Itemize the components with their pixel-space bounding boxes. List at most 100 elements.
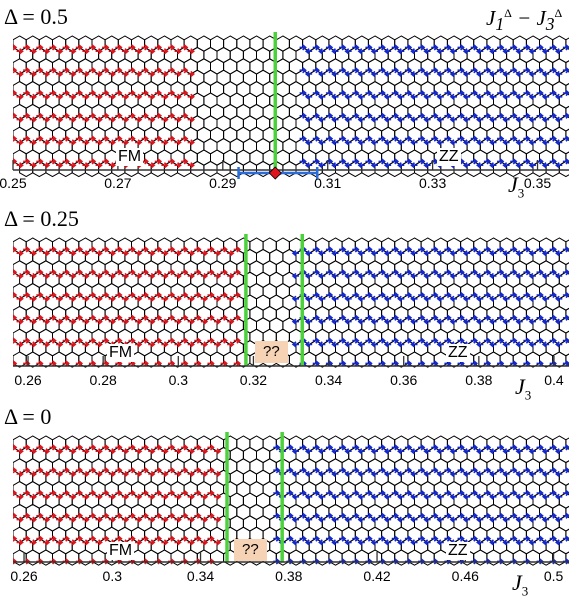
spin-arrow	[391, 135, 399, 142]
spin-arrow	[174, 250, 182, 257]
spin-arrow	[418, 269, 426, 276]
spin-arrow	[431, 444, 439, 451]
spin-arrow	[36, 89, 44, 97]
panel-1-bonds	[12, 35, 580, 178]
spin-arrow	[555, 516, 563, 523]
spin-arrow	[135, 318, 143, 325]
spin-arrow	[444, 489, 452, 497]
spin-arrow	[154, 269, 163, 276]
spin-arrow	[470, 112, 478, 119]
spin-arrow	[181, 291, 189, 299]
panel-2-tick-label: 0.36	[390, 372, 417, 388]
spin-arrow	[436, 70, 444, 78]
spin-arrow	[115, 135, 123, 142]
spin-arrow	[318, 272, 326, 280]
spin-arrow	[304, 539, 313, 546]
spin-arrow	[88, 135, 97, 142]
spin-arrow	[483, 291, 492, 299]
spin-arrow	[62, 444, 70, 451]
spin-arrow	[352, 489, 360, 497]
spin-arrow	[528, 493, 536, 500]
spin-arrow	[102, 314, 110, 321]
spin-arrow	[476, 93, 484, 100]
spin-arrow	[299, 67, 307, 74]
spin-arrow	[431, 44, 439, 51]
spin-arrow	[304, 272, 313, 280]
spin-arrow	[562, 512, 571, 519]
spin-arrow	[515, 139, 523, 146]
spin-arrow	[365, 291, 373, 299]
spin-arrow	[233, 291, 242, 299]
spin-arrow	[56, 93, 64, 100]
spin-arrow	[476, 295, 484, 302]
spin-arrow	[187, 493, 195, 500]
spin-arrow	[299, 467, 307, 474]
spin-arrow	[154, 44, 163, 51]
spin-arrow	[82, 272, 90, 280]
spin-arrow	[312, 512, 321, 519]
spin-arrow	[515, 93, 523, 100]
spin-arrow	[528, 448, 536, 455]
spin-arrow	[339, 89, 347, 97]
spin-arrow	[154, 291, 163, 299]
panel-1-tick-label: 0.25	[0, 175, 27, 191]
spin-arrow	[36, 67, 44, 74]
spin-arrow	[36, 291, 44, 299]
spin-arrow	[562, 112, 571, 119]
spin-arrow	[528, 162, 536, 169]
spin-arrow	[29, 48, 37, 55]
spin-arrow	[141, 135, 149, 142]
spin-arrow	[194, 291, 202, 299]
spin-arrow	[397, 295, 405, 302]
spin-arrow	[82, 162, 90, 169]
spin-arrow	[462, 70, 471, 78]
spin-arrow	[331, 48, 339, 55]
spin-arrow	[502, 139, 510, 146]
spin-arrow	[36, 44, 44, 51]
hexagon-cell	[242, 160, 257, 178]
spin-arrow	[207, 444, 215, 451]
spin-arrow	[555, 493, 563, 500]
spin-arrow	[352, 246, 360, 253]
spin-arrow	[167, 291, 176, 299]
spin-arrow	[121, 250, 130, 257]
spin-arrow	[227, 318, 235, 325]
spin-arrow	[56, 70, 64, 78]
spin-arrow	[148, 116, 156, 123]
spin-arrow	[562, 337, 571, 344]
spin-arrow	[497, 44, 505, 51]
spin-arrow	[444, 512, 452, 519]
spin-arrow	[29, 318, 37, 325]
spin-arrow	[95, 272, 103, 280]
spin-arrow	[339, 44, 347, 51]
spin-arrow	[515, 250, 523, 257]
spin-arrow	[121, 318, 130, 325]
spin-arrow	[457, 269, 465, 276]
spin-arrow	[304, 341, 313, 348]
spin-arrow	[457, 291, 465, 299]
spin-arrow	[82, 116, 90, 123]
panel-3-unknown-phase-label: ??	[234, 539, 267, 561]
spin-arrow	[331, 493, 339, 500]
spin-arrow	[549, 512, 557, 519]
spin-arrow	[291, 470, 300, 478]
spin-arrow	[304, 116, 313, 123]
spin-arrow	[391, 535, 399, 542]
spin-arrow	[365, 337, 373, 344]
spin-arrow	[273, 535, 281, 542]
spin-arrow	[95, 70, 103, 78]
spin-arrow	[62, 67, 70, 74]
spin-arrow	[470, 269, 478, 276]
panel-2-fm-label: FM	[107, 344, 135, 362]
spin-arrow	[370, 448, 378, 455]
spin-arrow	[95, 493, 103, 500]
spin-arrow	[528, 116, 536, 123]
spin-arrow	[128, 337, 136, 344]
spin-arrow	[344, 539, 352, 546]
spin-arrow	[489, 493, 497, 500]
spin-arrow	[418, 535, 426, 542]
spin-arrow	[410, 470, 418, 478]
spin-arrow	[128, 467, 136, 474]
spin-arrow	[318, 162, 326, 169]
spin-arrow	[56, 48, 64, 55]
